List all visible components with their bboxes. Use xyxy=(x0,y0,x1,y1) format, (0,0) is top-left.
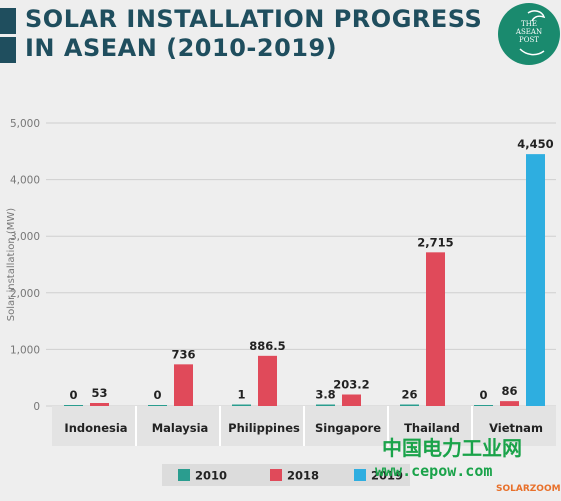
data-label: 26 xyxy=(401,388,417,402)
y-tick-label: 4,000 xyxy=(10,175,40,187)
legend-swatch-2010 xyxy=(178,469,190,481)
chart-title-line-2: IN ASEAN (2010-2019) xyxy=(25,34,338,62)
watermark-solarzoom: SOLARZOOM xyxy=(496,484,561,494)
x-tick-label: Singapore xyxy=(315,421,381,435)
data-label: 0 xyxy=(479,388,487,402)
bar-2018 xyxy=(426,252,445,406)
y-tick-label: 5,000 xyxy=(10,118,40,130)
logo-text-line-3: POST xyxy=(519,36,539,44)
y-tick-label: 2,000 xyxy=(10,288,40,300)
title-accent-bar-2 xyxy=(0,37,16,63)
data-label: 203.2 xyxy=(333,377,369,391)
y-tick-label: 1,000 xyxy=(10,344,40,356)
data-label: 2,715 xyxy=(417,235,453,249)
bar-2019 xyxy=(526,154,545,406)
bar-2010 xyxy=(64,405,83,406)
legend-swatch-2019 xyxy=(354,469,366,481)
y-axis-label: Solar installation (MW) xyxy=(6,208,17,321)
x-tick-label: Thailand xyxy=(404,421,460,435)
legend-label: 2018 xyxy=(287,469,319,483)
legend-label: 2019 xyxy=(371,469,403,483)
data-label: 736 xyxy=(171,347,195,361)
bar-2010 xyxy=(400,404,419,406)
bar-2018 xyxy=(342,394,361,406)
legend-label: 2010 xyxy=(195,469,227,483)
watermark-url: www.cepow.com xyxy=(375,462,493,480)
y-tick-label: 0 xyxy=(33,401,40,413)
data-label: 3.8 xyxy=(315,388,335,402)
title-accent-bar-1 xyxy=(0,8,16,34)
logo-text-line-1: THE xyxy=(521,20,537,28)
bar-2010 xyxy=(316,404,335,406)
logo-bird-icon xyxy=(519,10,546,56)
chart-title-line-1: SOLAR INSTALLATION PROGRESS xyxy=(25,5,483,33)
bar-2010 xyxy=(148,405,167,406)
data-label: 4,450 xyxy=(517,137,553,151)
logo-text-line-2: ASEAN xyxy=(515,28,543,36)
y-tick-label: 3,000 xyxy=(10,231,40,243)
data-label: 86 xyxy=(501,384,517,398)
bar-2018 xyxy=(90,403,109,406)
data-label: 0 xyxy=(69,388,77,402)
bar-2010 xyxy=(232,404,251,406)
data-label: 886.5 xyxy=(249,339,285,353)
data-label: 0 xyxy=(153,388,161,402)
data-label: 1 xyxy=(237,388,245,402)
bar-2018 xyxy=(500,401,519,406)
asean-post-logo: THE ASEAN POST xyxy=(498,3,560,65)
watermark-cn-text: 中国电力工业网 xyxy=(382,436,522,460)
bar-2018 xyxy=(174,364,193,406)
bar-2010 xyxy=(474,405,493,406)
x-tick-label: Indonesia xyxy=(64,421,127,435)
data-label: 53 xyxy=(91,386,107,400)
legend-background xyxy=(162,464,410,486)
bar-2018 xyxy=(258,355,277,406)
legend-swatch-2018 xyxy=(270,469,282,481)
x-tick-label: Philippines xyxy=(228,421,300,435)
x-tick-label: Malaysia xyxy=(152,421,209,435)
x-tick-label: Vietnam xyxy=(489,421,543,435)
